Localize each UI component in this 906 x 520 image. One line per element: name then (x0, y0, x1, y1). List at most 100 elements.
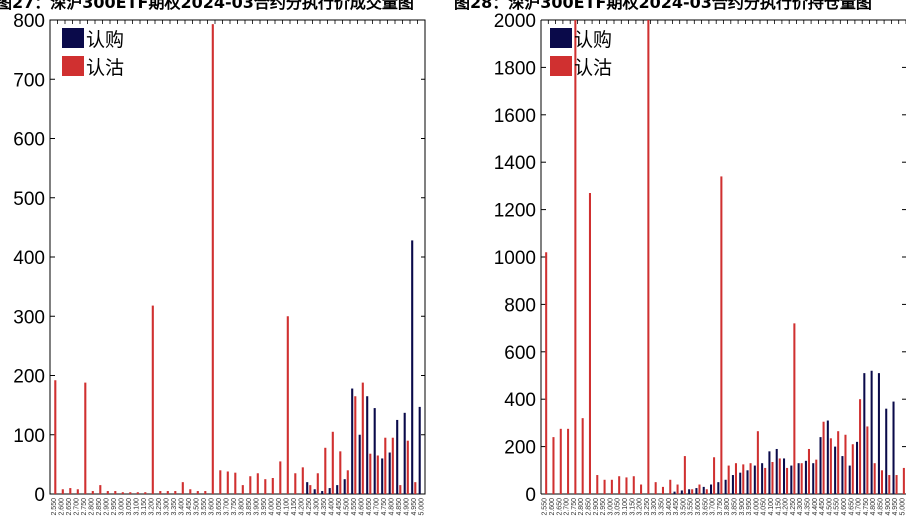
chart-title: 图27：深沪300ETF期权2024-03合约分执行价成交量图 (0, 0, 414, 12)
bar-put (369, 453, 372, 494)
bar-put (691, 489, 694, 494)
bar-put (211, 24, 214, 495)
bar-call (343, 479, 346, 494)
y-tick-label: 1200 (494, 201, 536, 222)
bar-put (640, 484, 643, 494)
bar-call (812, 463, 815, 494)
y-tick-label: 1000 (494, 248, 536, 269)
bar-put (676, 484, 679, 494)
legend-swatch-put (62, 56, 84, 76)
bar-put (610, 479, 613, 494)
x-tick-label: 2.650 (66, 498, 73, 516)
bar-put (829, 438, 832, 494)
bar-put (654, 482, 657, 494)
bar-call (351, 388, 354, 494)
x-tick-label: 3.400 (666, 498, 673, 516)
bar-put (603, 479, 606, 494)
bar-put (219, 470, 222, 494)
x-tick-label: 4.750 (863, 498, 870, 516)
x-tick-label: 3.150 (629, 498, 636, 516)
bar-put (581, 418, 584, 494)
x-tick-label: 3.600 (695, 498, 702, 516)
bar-put (91, 491, 94, 494)
bar-put (204, 491, 207, 494)
bar-put (234, 472, 237, 494)
bar-put (866, 426, 869, 494)
bar-put (84, 382, 87, 494)
bar-put (264, 479, 267, 494)
bar-put (181, 482, 184, 494)
y-axis: 0 200 400 600 800 1000 1200 1400 1600 1800 2000 (494, 11, 906, 506)
x-tick-label: 2.850 (585, 498, 592, 516)
x-tick-label: 2.550 (542, 498, 549, 516)
legend-label-call: 认购 (574, 29, 612, 51)
x-tick-label: 2.950 (111, 498, 118, 516)
bar-put (189, 489, 192, 494)
y-tick-label: 800 (13, 11, 45, 32)
y-tick-label: 800 (504, 295, 536, 316)
x-tick-label: 4.200 (783, 498, 790, 516)
y-tick-label: 1600 (494, 106, 536, 127)
bar-put (294, 473, 297, 494)
bar-put (136, 492, 139, 494)
bar-put (309, 485, 312, 494)
x-tick-label: 2.800 (578, 498, 585, 516)
legend-label-put: 认沽 (574, 57, 612, 79)
bar-put (301, 467, 304, 494)
bar-put (121, 492, 124, 494)
x-tick-label: 3.050 (615, 498, 622, 516)
bar-put (705, 489, 708, 494)
bar-put (271, 478, 274, 494)
bar-call (336, 485, 339, 494)
bar-call (418, 406, 421, 494)
bar-call (834, 446, 837, 494)
bar-put (727, 465, 730, 494)
x-tick-label: 4.350 (804, 498, 811, 516)
x-tick-label: 3.050 (126, 498, 133, 516)
bar-call (826, 420, 829, 494)
x-tick-label: 4.950 (411, 498, 418, 516)
bar-put (888, 475, 891, 494)
bar-put (391, 437, 394, 494)
x-tick-label: 4.250 (306, 498, 313, 516)
y-tick-label: 1800 (494, 58, 536, 79)
x-tick-label: 4.400 (328, 498, 335, 516)
bar-call (739, 472, 742, 494)
bar-put (902, 467, 905, 494)
bar-call (731, 475, 734, 494)
bar-call (783, 458, 786, 494)
x-tick-label: 4.700 (373, 498, 380, 516)
bar-put (354, 396, 357, 494)
bar-call (373, 408, 376, 494)
bar-call (313, 489, 316, 494)
x-axis-tick-labels: 2.550 2.600 2.650 2.700 2.750 2.800 2.850 2.900… (51, 498, 426, 516)
bar-put (895, 475, 898, 494)
y-tick-label: 200 (13, 367, 45, 388)
x-tick-label: 2.600 (549, 498, 556, 516)
x-tick-label: 3.550 (688, 498, 695, 516)
chart-title: 图28：深沪300ETF期权2024-03合约分执行价持仓量图 (454, 0, 872, 12)
y-tick-label: 600 (13, 130, 45, 151)
x-tick-label: 4.350 (321, 498, 328, 516)
bar-call (710, 484, 713, 494)
x-tick-label: 4.100 (283, 498, 290, 516)
bar-put (683, 456, 686, 494)
bar-put (144, 492, 147, 494)
bar-put (873, 463, 876, 494)
bar-put (414, 482, 417, 494)
bar-put (625, 477, 628, 494)
x-tick-label: 4.450 (336, 498, 343, 516)
x-tick-label: 3.900 (739, 498, 746, 516)
x-tick-label: 3.650 (216, 498, 223, 516)
bar-put (331, 431, 334, 494)
bar-call (717, 482, 720, 494)
x-tick-label: 3.250 (156, 498, 163, 516)
x-tick-label: 4.850 (877, 498, 884, 516)
bar-put (384, 437, 387, 494)
bar-put (545, 252, 548, 494)
bar-call (892, 401, 895, 494)
bar-call (761, 463, 764, 494)
bar-put (618, 476, 621, 494)
x-tick-label: 4.500 (343, 498, 350, 516)
